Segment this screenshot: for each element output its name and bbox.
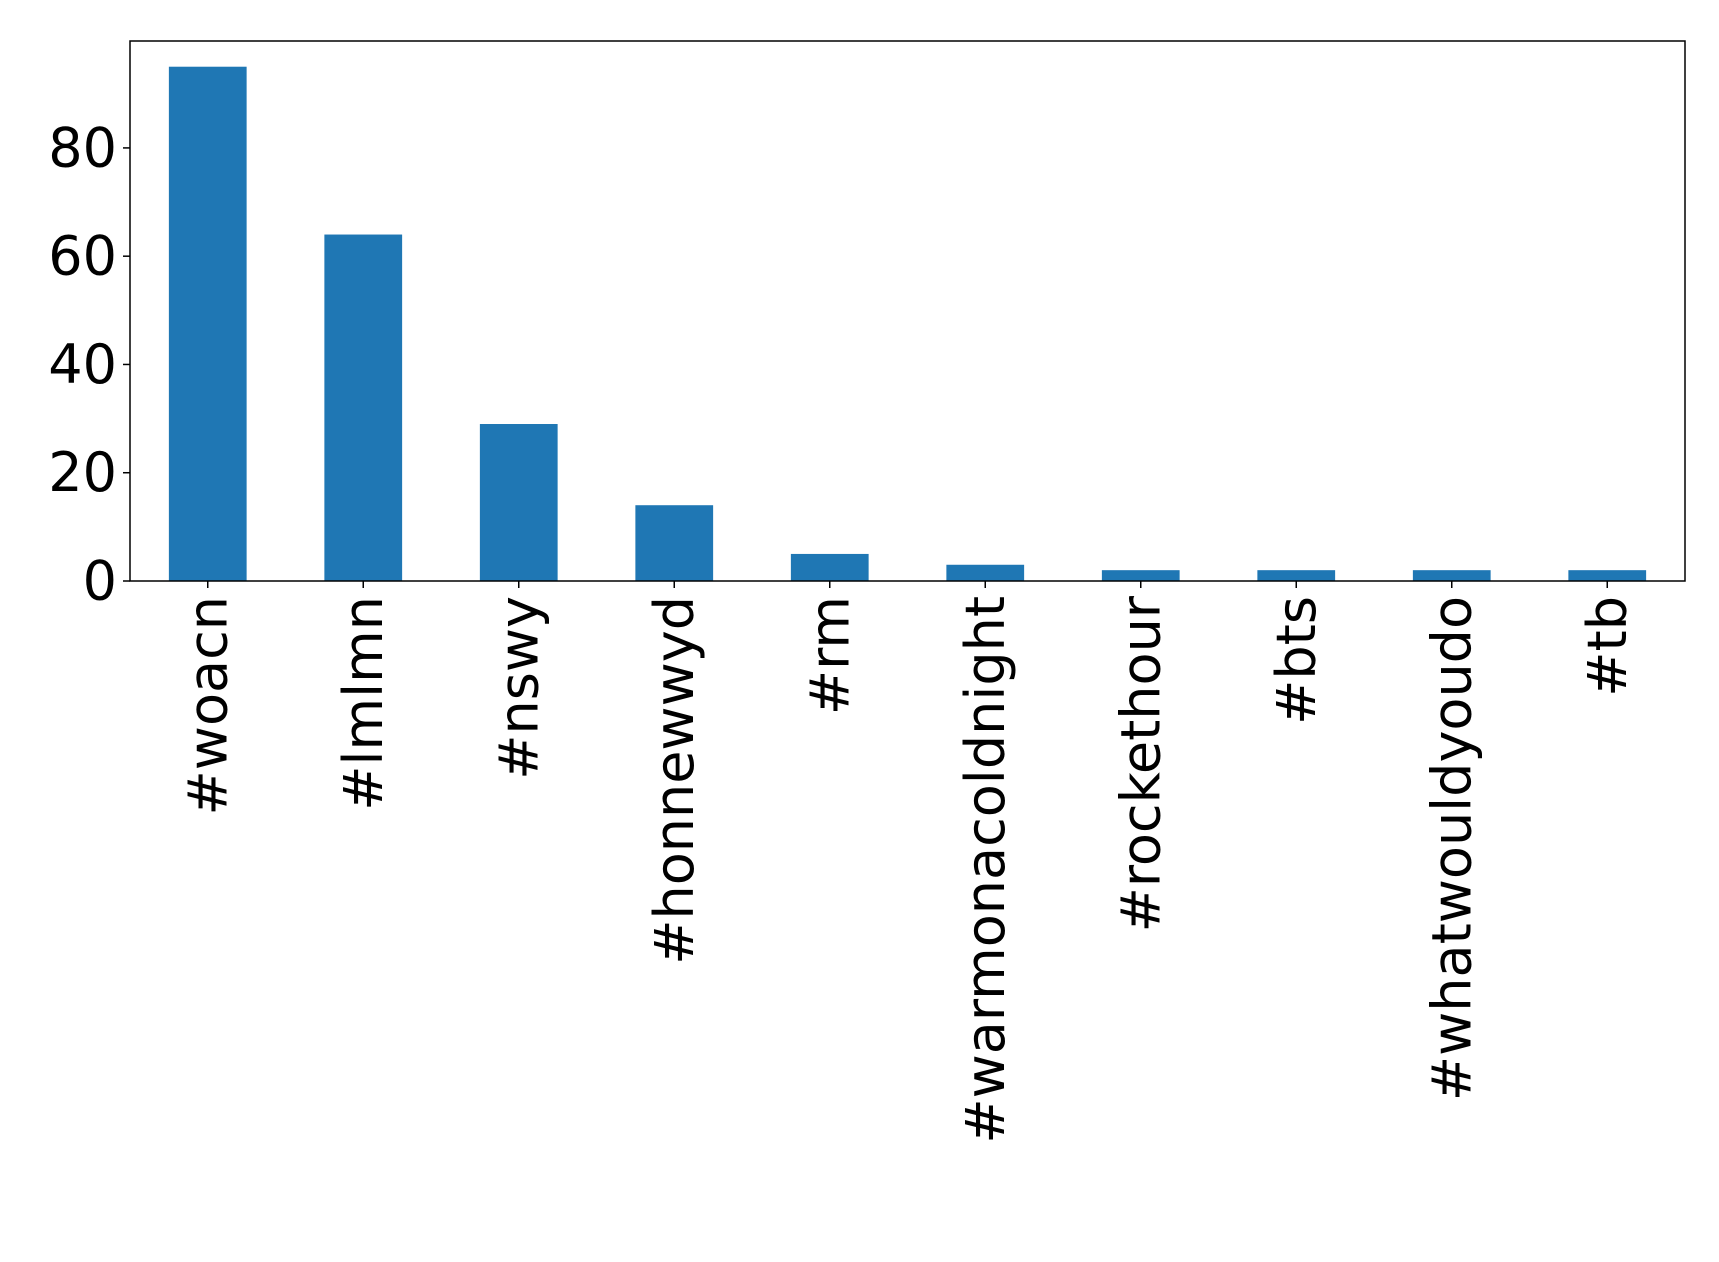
y-tick-label: 60: [48, 225, 117, 288]
x-tick-label: #bts: [1265, 596, 1328, 725]
bar-honnewwyd: [635, 505, 714, 581]
y-tick-label: 0: [83, 550, 117, 613]
y-axis: 0 20 40 60 80: [48, 116, 130, 613]
bar-tb: [1568, 570, 1647, 581]
x-tick-label: #tb: [1576, 596, 1639, 697]
bars-group: [168, 66, 1647, 582]
x-tick-label: #rockethour: [1109, 595, 1172, 932]
x-tick-label: #nswy: [487, 596, 550, 780]
bar-bts: [1257, 570, 1336, 581]
plot-frame: [129, 40, 1686, 582]
y-tick-label: 20: [48, 441, 117, 504]
y-tick-label: 80: [48, 116, 117, 179]
bar-woacn: [168, 66, 247, 581]
x-tick-label: #whatwouldyoudo: [1420, 596, 1483, 1101]
bar-warmonacoldnight: [946, 564, 1025, 581]
x-tick-label: #woacn: [176, 596, 239, 815]
x-tick-label: #warmonacoldnight: [954, 596, 1017, 1144]
bar-nswy: [479, 424, 558, 581]
y-tick-label: 40: [48, 333, 117, 396]
x-tick-label: #rm: [798, 596, 861, 715]
x-tick-label: #honnewwyd: [643, 596, 706, 965]
x-axis: #woacn #lmlmn #nswy #honnewwyd #rm #warmonaco…: [176, 581, 1639, 1144]
bar-whatwouldyoudo: [1412, 570, 1491, 581]
bar-rm: [790, 553, 869, 581]
x-tick-label: #lmlmn: [332, 596, 395, 811]
bar-rockethour: [1101, 570, 1180, 581]
bar-lmlmn: [324, 234, 403, 582]
